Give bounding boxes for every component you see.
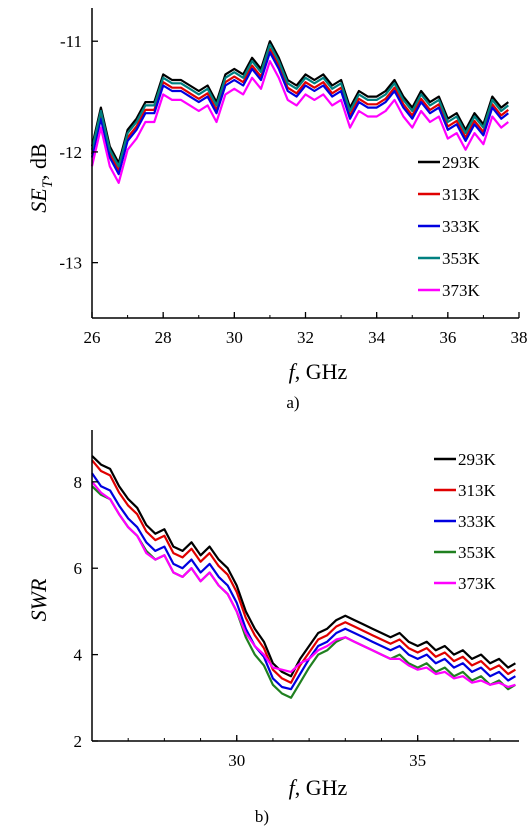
panel-b-legend-label-293K: 293K: [458, 450, 497, 469]
panel-a-caption: a): [286, 393, 299, 412]
panel-b-x-axis-title: f, GHz: [289, 775, 348, 800]
panel-a-y-tick-label: -12: [59, 143, 82, 162]
panel-a-x-tick-label: 26: [84, 328, 101, 347]
panel-a-legend-label-293K: 293K: [442, 153, 481, 172]
panel-a-x-tick-label: 38: [511, 328, 528, 347]
panel-a-x-tick-label: 34: [368, 328, 386, 347]
panel-a-axes: 26 28 30 32 34 36 38 -13 -12 -11: [59, 8, 528, 347]
panel-a-series-line-373K: [90, 59, 509, 184]
panel-b-axes: 30 35 2 4 6 8: [74, 430, 519, 770]
panel-b-y-tick-label: 8: [74, 473, 83, 492]
panel-a-x-tick-label: 28: [155, 328, 172, 347]
panel-b-y-axis-title: SWR: [26, 578, 51, 621]
panel-a-x-tick-label: 30: [226, 328, 243, 347]
panel-b-legend: 293K 313K 333K 353K 373K: [434, 450, 497, 593]
panel-b-series-line-293K: [91, 455, 516, 678]
panel-a-y-tick-label: -13: [59, 254, 82, 273]
panel-b-y-tick-label: 4: [74, 646, 83, 665]
panel-b-x-tick-label: 35: [409, 751, 426, 770]
panel-a-series-line-333K: [90, 51, 509, 176]
panel-b-y-tick-label: 2: [74, 732, 83, 751]
panel-b-x-tick-label: 30: [228, 751, 245, 770]
panel-a: 26 28 30 32 34 36 38 -13 -12 -11 293K 313K 333K 353K…: [26, 8, 528, 412]
panel-a-x-tick-label: 32: [297, 328, 314, 347]
panel-b-legend-label-353K: 353K: [458, 543, 497, 562]
panel-b-series-line-333K: [91, 472, 516, 691]
panel-a-x-tick-label: 36: [439, 328, 456, 347]
panel-b-y-tick-label: 6: [74, 559, 83, 578]
panel-a-series-line-353K: [90, 43, 509, 168]
panel-a-legend: 293K 313K 333K 353K 373K: [418, 153, 481, 300]
panel-b-caption: b): [255, 807, 269, 826]
panel-a-y-axis-title: SET, dB: [26, 143, 56, 212]
panel-b-series: [91, 455, 516, 699]
panel-b-legend-label-333K: 333K: [458, 512, 497, 531]
panel-a-legend-label-373K: 373K: [442, 281, 481, 300]
panel-a-x-axis-title: f, GHz: [289, 359, 348, 384]
panel-a-series: [90, 40, 509, 184]
panel-b-legend-label-313K: 313K: [458, 481, 497, 500]
panel-b-series-line-313K: [91, 459, 516, 684]
panel-a-legend-label-353K: 353K: [442, 249, 481, 268]
panel-b: 30 35 2 4 6 8 293K 313K 333K 353K 373K SWR f, GHz…: [26, 430, 519, 826]
panel-a-y-tick-label: -11: [60, 32, 82, 51]
panel-b-legend-label-373K: 373K: [458, 574, 497, 593]
panel-b-series-line-373K: [91, 481, 516, 689]
panel-a-legend-label-313K: 313K: [442, 185, 481, 204]
panel-a-legend-label-333K: 333K: [442, 217, 481, 236]
